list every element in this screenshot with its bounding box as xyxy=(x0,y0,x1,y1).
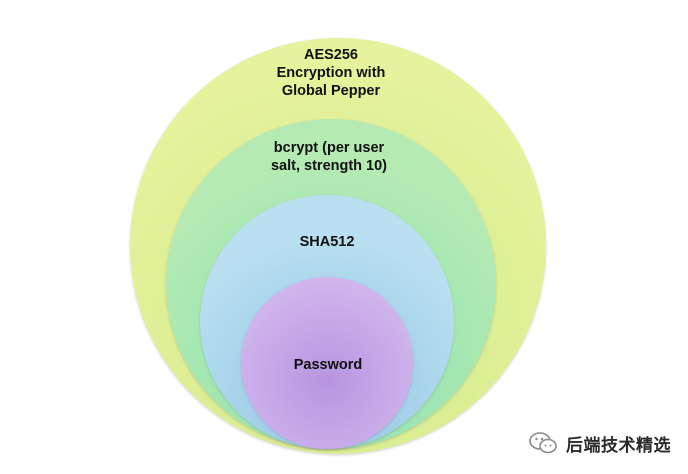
aes-label-line-1: AES256 xyxy=(304,47,358,63)
watermark-text: 后端技术精选 xyxy=(566,436,671,456)
aes-label-line-2: Encryption with xyxy=(277,65,386,81)
aes-label-line-3: Global Pepper xyxy=(282,83,381,99)
password-layer-circle xyxy=(241,277,413,449)
sha-label: SHA512 xyxy=(300,234,355,250)
password-label: Password xyxy=(294,357,363,373)
bcrypt-label-line-2: salt, strength 10) xyxy=(271,158,387,174)
bcrypt-label-line-1: bcrypt (per user xyxy=(274,140,385,156)
wechat-bubbles-icon xyxy=(529,432,557,454)
